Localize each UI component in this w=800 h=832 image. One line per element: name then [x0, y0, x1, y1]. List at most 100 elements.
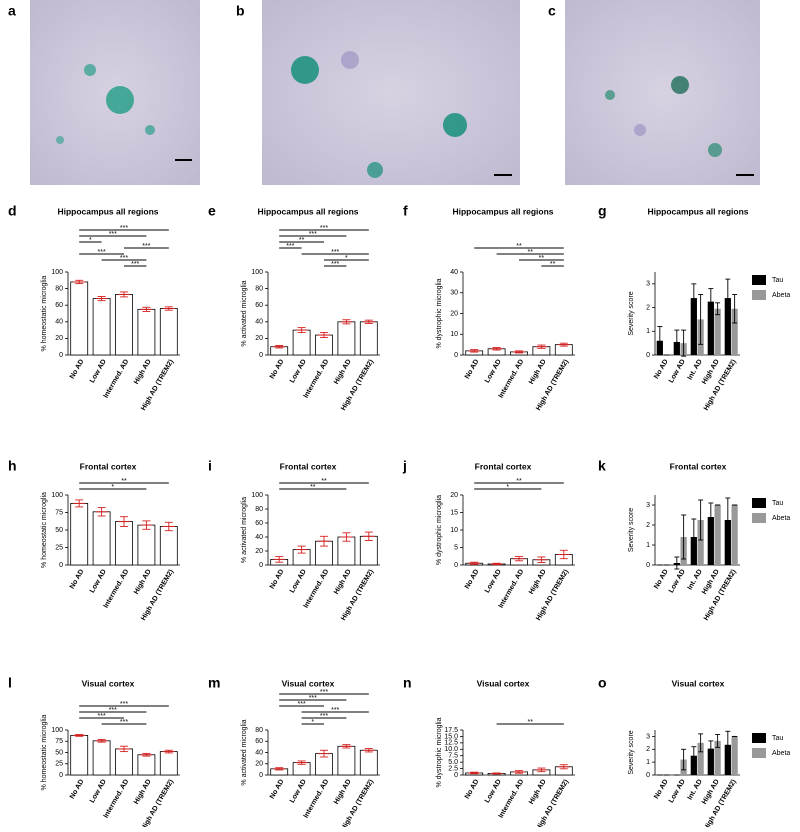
y-tick-label: 100 [251, 492, 263, 499]
panel-label: b [236, 3, 245, 19]
bar [707, 301, 714, 355]
x-tick-label: Intermed. AD [303, 568, 331, 609]
x-tick-label: Low AD [668, 358, 687, 384]
y-tick-label: 100 [51, 727, 63, 734]
bar [731, 736, 738, 775]
legend-label: Tau [772, 500, 783, 507]
bar [337, 321, 356, 356]
y-tick-label: 15 [450, 509, 458, 516]
y-tick-label: 1 [646, 328, 650, 335]
bar [159, 308, 178, 356]
significance-label: ** [527, 249, 533, 256]
bar [159, 526, 178, 566]
x-tick-label: Low AD [89, 568, 108, 594]
bar [697, 520, 704, 565]
bar [70, 502, 89, 566]
y-tick-label: 0 [646, 562, 650, 569]
significance-label: *** [142, 243, 150, 250]
chart-title: Frontal cortex [670, 461, 727, 471]
y-tick-label: 80 [255, 285, 263, 292]
y-tick-label: 40 [55, 319, 63, 326]
x-tick-label: Intermed. AD [303, 778, 331, 819]
y-tick-label: 20 [255, 761, 263, 768]
panel-label: j [402, 458, 407, 474]
y-tick-label: 0 [59, 352, 63, 359]
y-tick-label: 40 [255, 534, 263, 541]
significance-label: * [311, 719, 314, 726]
x-tick-label: Intermed. AD [303, 358, 331, 399]
y-tick-label: 30 [450, 290, 458, 297]
x-tick-label: No AD [269, 568, 286, 590]
x-tick-label: No AD [464, 358, 481, 380]
micrograph-b [262, 0, 520, 185]
panel-label: o [598, 675, 607, 691]
x-tick-label: High AD [333, 568, 353, 595]
chart-panel: j Frontal cortex 0 5 10 15 20 % dystrophic micr… [402, 458, 575, 622]
bar [137, 524, 156, 566]
x-tick-label: High AD [528, 778, 548, 805]
panel-label: n [403, 675, 412, 691]
significance-label: *** [131, 261, 139, 268]
y-tick-label: 60 [255, 738, 263, 745]
panel-label: h [8, 458, 17, 474]
significance-label: ** [516, 243, 522, 250]
y-tick-label: 0 [454, 352, 458, 359]
significance-label: ** [121, 478, 127, 485]
y-tick-label: 3 [646, 502, 650, 509]
y-tick-label: 100 [51, 269, 63, 276]
x-tick-label: No AD [464, 568, 481, 590]
legend-label: Tau [772, 735, 783, 742]
y-axis-label: Severity score [628, 730, 635, 774]
x-tick-label: Low AD [484, 778, 503, 804]
panel-label: i [208, 458, 212, 474]
significance-label: *** [120, 719, 128, 726]
y-tick-label: 60 [255, 302, 263, 309]
legend-label: Abeta [772, 292, 790, 299]
x-tick-label: No AD [69, 778, 86, 800]
y-tick-label: 0 [259, 352, 263, 359]
y-tick-label: 5.0 [448, 759, 458, 766]
panel-label: c [548, 3, 556, 19]
y-axis-label: Severity score [628, 508, 635, 552]
chart-panel: d Hippocampus all regions 0 20 40 60 80 100% ho… [8, 203, 180, 412]
chart-title: Hippocampus all regions [452, 206, 553, 216]
y-tick-label: 40 [255, 749, 263, 756]
x-tick-label: Low AD [89, 778, 108, 804]
y-axis-label: % homeostatic microglia [41, 275, 48, 351]
bar [115, 748, 133, 776]
chart-panel: n Visual cortex 02.55.07.510.012.515.017.5… [403, 675, 575, 832]
x-tick-label: No AD [653, 358, 670, 380]
chart-title: Hippocampus all regions [647, 206, 748, 216]
y-tick-label: 20 [55, 335, 63, 342]
x-tick-label: Low AD [484, 568, 503, 594]
x-tick-label: High AD [528, 568, 548, 595]
y-tick-label: 100 [51, 492, 63, 499]
y-axis-label: Severity score [628, 291, 635, 335]
significance-label: *** [109, 707, 117, 714]
x-tick-label: High AD [133, 568, 153, 595]
y-tick-label: 0 [454, 772, 458, 779]
bar [337, 745, 356, 776]
chart-panel: g Hippocampus all regions 0 1 2 3 Severity sco… [598, 203, 790, 412]
panel-label: f [403, 203, 408, 219]
significance-label: ** [550, 261, 556, 268]
bar [292, 329, 311, 356]
panel-label: k [598, 458, 606, 474]
y-axis-label: % activated microglia [241, 280, 248, 346]
y-tick-label: 0 [59, 772, 63, 779]
bar [137, 308, 156, 356]
y-tick-label: 20 [255, 335, 263, 342]
y-tick-label: 60 [55, 302, 63, 309]
y-tick-label: 75 [55, 738, 63, 745]
significance-label: *** [331, 249, 339, 256]
significance-label: ** [310, 484, 316, 491]
bar [724, 298, 731, 355]
chart-panel: h Frontal cortex 0 25 50 75 100% homeostatic m… [8, 458, 180, 622]
bar [115, 521, 133, 566]
x-tick-label: Low AD [89, 358, 108, 384]
bar [707, 748, 714, 775]
bar [315, 334, 333, 356]
significance-label: * [89, 237, 92, 244]
significance-label: *** [109, 231, 117, 238]
